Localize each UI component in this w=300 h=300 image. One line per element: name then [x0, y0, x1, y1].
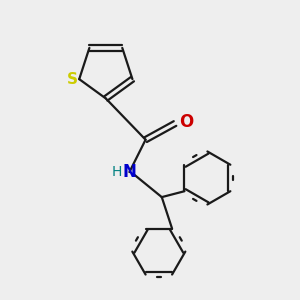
Text: H: H [112, 165, 122, 179]
Text: N: N [122, 163, 136, 181]
Text: O: O [179, 113, 193, 131]
Text: S: S [67, 72, 78, 87]
